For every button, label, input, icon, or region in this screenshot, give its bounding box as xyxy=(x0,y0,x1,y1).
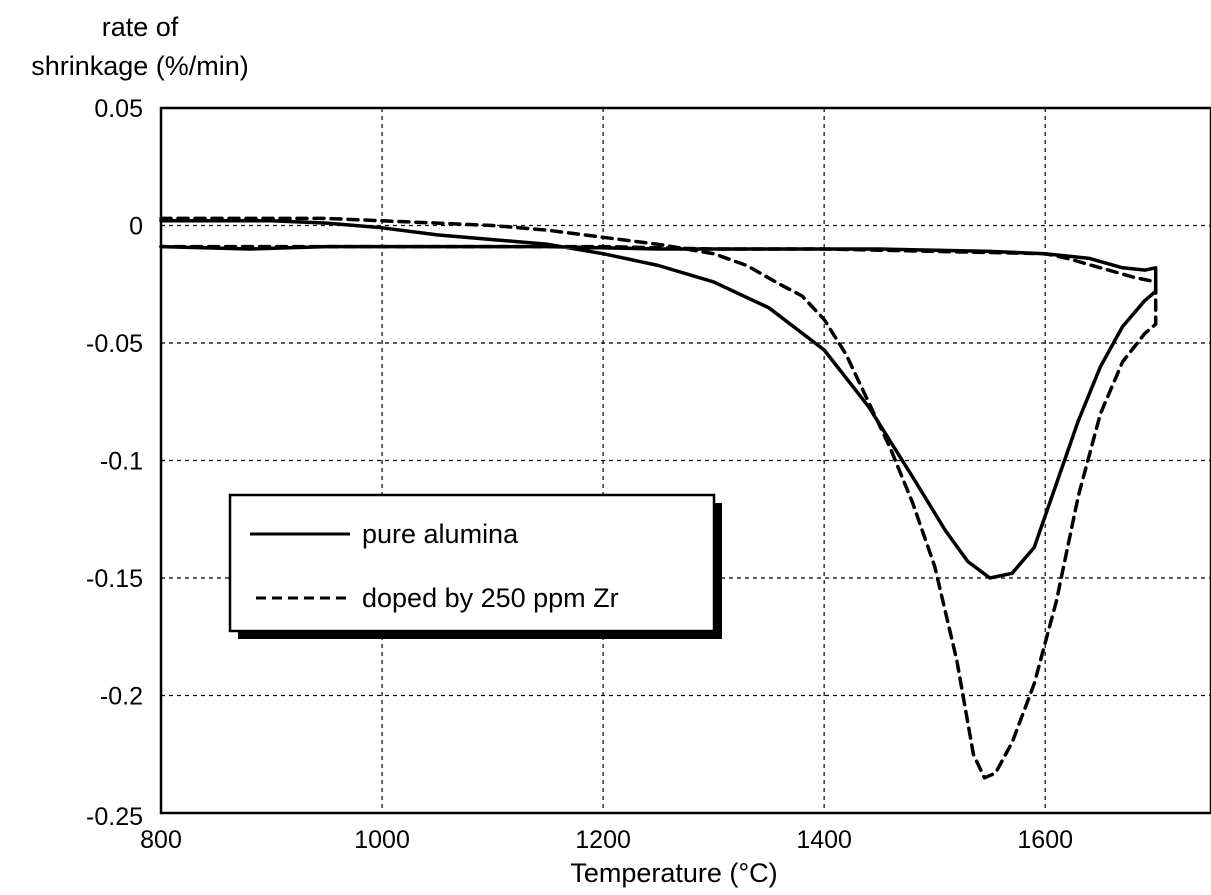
y-axis-label-line1: rate of xyxy=(102,12,179,42)
grid xyxy=(161,108,1211,813)
tick-labels: 800 1000 1200 1400 1600 0.05 0 -0.05 -0.1 -0.15 -0… xyxy=(86,95,1073,854)
y-axis-label-line2: shrinkage (%/min) xyxy=(31,51,249,81)
x-tick-label: 1400 xyxy=(796,826,852,854)
series-doped-250ppm-zr xyxy=(159,216,1158,780)
legend-box xyxy=(228,493,716,633)
x-tick-label: 1200 xyxy=(575,826,631,854)
y-tick-label: -0.05 xyxy=(86,330,143,358)
y-tick-label: -0.2 xyxy=(100,683,143,711)
x-tick-label: 1600 xyxy=(1017,826,1073,854)
legend-label-pure-alumina: pure alumina xyxy=(362,519,519,549)
x-axis-label: Temperature (°C) xyxy=(570,858,777,888)
y-tick-label: -0.15 xyxy=(86,565,143,593)
legend: pure alumina doped by 250 ppm Zr xyxy=(228,493,722,639)
y-tick-label: -0.1 xyxy=(100,448,143,476)
x-tick-label: 800 xyxy=(140,826,182,854)
y-tick-label: 0 xyxy=(129,213,143,241)
y-tick-label: 0.05 xyxy=(94,95,143,123)
legend-label-doped: doped by 250 ppm Zr xyxy=(362,583,619,613)
plot-frame xyxy=(159,106,1211,815)
y-tick-label: -0.25 xyxy=(86,803,143,831)
series-layer xyxy=(159,216,1158,780)
x-tick-label: 1000 xyxy=(354,826,410,854)
